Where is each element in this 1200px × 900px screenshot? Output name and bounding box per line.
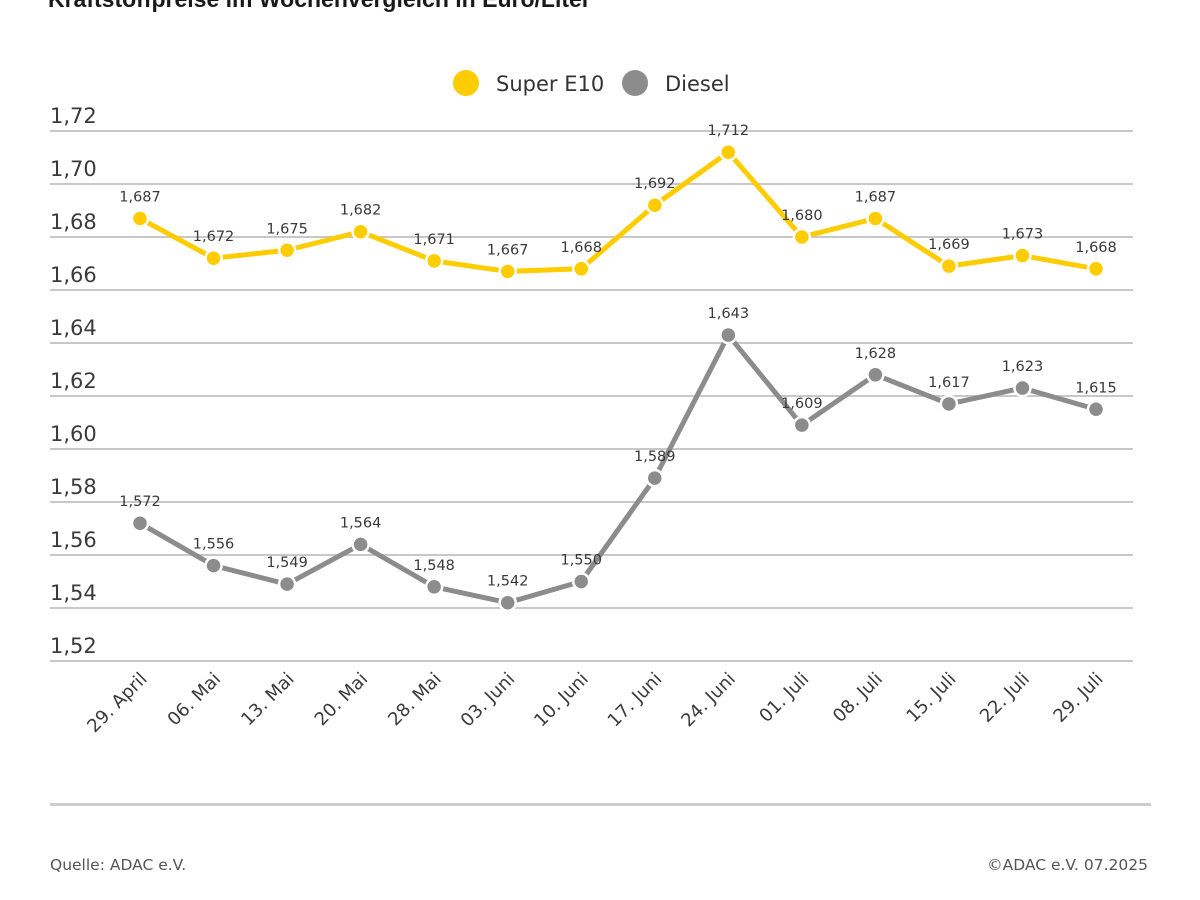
- source-note: Quelle: ADAC e.V.: [50, 856, 187, 874]
- data-label-diesel: 1,617: [928, 375, 970, 391]
- data-label-super-e10: 1,672: [193, 229, 235, 245]
- data-label-diesel: 1,589: [634, 449, 676, 465]
- legend-marker-super-e10-icon: [453, 70, 479, 96]
- data-label-diesel: 1,643: [708, 306, 750, 322]
- data-label-diesel: 1,550: [560, 553, 602, 569]
- x-tick-label: 29. Juli: [1049, 669, 1107, 727]
- x-tick-label: 13. Mai: [237, 669, 298, 730]
- x-tick-label: 08. Juli: [829, 669, 887, 727]
- y-tick-label: 1,60: [50, 422, 97, 446]
- data-label-diesel: 1,542: [487, 574, 529, 590]
- y-tick-label: 1,70: [50, 157, 97, 181]
- data-point-super-e10: [204, 248, 223, 268]
- y-tick-label: 1,68: [50, 210, 97, 234]
- legend-marker-diesel-icon: [622, 70, 648, 96]
- x-tick-label: 17. Juni: [604, 669, 667, 732]
- x-tick-label: 01. Juli: [755, 669, 813, 727]
- data-label-diesel: 1,549: [266, 555, 308, 571]
- legend: Super E10 Diesel: [453, 70, 730, 96]
- y-tick-label: 1,64: [50, 316, 97, 340]
- data-point-super-e10: [424, 251, 444, 271]
- data-point-diesel: [645, 468, 665, 488]
- data-label-diesel: 1,572: [119, 494, 161, 510]
- data-point-super-e10: [571, 259, 591, 279]
- series-line-super-e10: [138, 149, 1097, 274]
- data-point-diesel: [1013, 378, 1032, 398]
- data-point-super-e10: [939, 256, 959, 276]
- data-label-super-e10: 1,687: [855, 189, 897, 205]
- x-tick-label: 28. Mai: [384, 669, 445, 730]
- data-point-diesel: [939, 394, 959, 414]
- data-label-diesel: 1,628: [855, 346, 897, 362]
- data-label-super-e10: 1,712: [708, 123, 750, 139]
- data-point-super-e10: [130, 209, 150, 228]
- data-point-super-e10: [866, 209, 885, 228]
- data-point-super-e10: [645, 195, 665, 215]
- data-label-super-e10: 1,668: [560, 240, 602, 256]
- y-tick-label: 1,66: [50, 263, 97, 287]
- data-label-diesel: 1,609: [781, 396, 823, 412]
- legend-label-super-e10: Super E10: [496, 72, 604, 96]
- data-point-super-e10: [1013, 246, 1032, 265]
- data-point-diesel: [130, 513, 150, 533]
- data-point-super-e10: [1086, 259, 1106, 279]
- y-tick-label: 1,56: [50, 528, 97, 552]
- data-point-diesel: [719, 325, 738, 345]
- data-label-diesel: 1,556: [193, 537, 235, 553]
- y-tick-label: 1,62: [50, 369, 97, 393]
- data-label-super-e10: 1,692: [634, 176, 676, 192]
- data-point-super-e10: [277, 241, 297, 260]
- x-tick-label: 03. Juni: [457, 669, 520, 732]
- data-label-diesel: 1,615: [1075, 380, 1117, 396]
- y-axis: 1,72 1,70 1,68 1,66 1,64 1,62 1,60 1,58 1,56 1,54…: [50, 104, 97, 658]
- data-label-super-e10: 1,680: [781, 208, 823, 224]
- footer-separator: [50, 803, 1151, 806]
- y-tick-label: 1,54: [50, 581, 97, 605]
- x-tick-label: 20. Mai: [311, 669, 372, 730]
- data-point-diesel: [424, 577, 444, 597]
- series-super-e10: 1,687 1,672 1,675 1,682 1,671 1,667 1,668 1,692…: [119, 123, 1117, 281]
- data-label-super-e10: 1,667: [487, 242, 529, 258]
- data-point-diesel: [792, 415, 812, 435]
- x-tick-label: 10. Juni: [530, 669, 593, 732]
- gridlines: [50, 130, 1133, 662]
- copyright-note: ©ADAC e.V. 07.2025: [987, 856, 1148, 874]
- x-tick-label: 29. April: [83, 669, 151, 737]
- legend-label-diesel: Diesel: [665, 72, 730, 96]
- data-label-super-e10: 1,671: [413, 232, 455, 248]
- x-tick-label: 24. Juni: [677, 669, 740, 732]
- data-point-super-e10: [498, 262, 517, 281]
- x-tick-label: 06. Mai: [164, 669, 225, 730]
- data-point-diesel: [351, 535, 370, 554]
- data-point-diesel: [571, 572, 591, 591]
- x-tick-label: 15. Juli: [902, 669, 960, 727]
- data-point-diesel: [866, 365, 885, 385]
- data-label-diesel: 1,623: [1002, 359, 1044, 375]
- data-point-super-e10: [351, 222, 370, 241]
- chart-title: Kraftstoffpreise im Wochenvergleich in E…: [48, 0, 591, 13]
- data-label-super-e10: 1,669: [928, 237, 970, 253]
- series-group: 1,687 1,672 1,675 1,682 1,671 1,667 1,668 1,692…: [119, 123, 1117, 612]
- data-label-super-e10: 1,675: [266, 221, 308, 237]
- data-label-super-e10: 1,687: [119, 189, 161, 205]
- data-label-diesel: 1,548: [413, 558, 455, 574]
- data-point-diesel: [1086, 400, 1106, 419]
- data-label-super-e10: 1,673: [1002, 227, 1044, 243]
- y-tick-label: 1,52: [50, 634, 97, 658]
- series-line-diesel: [138, 332, 1097, 606]
- y-tick-label: 1,72: [50, 104, 97, 128]
- data-label-super-e10: 1,682: [340, 203, 382, 219]
- data-point-diesel: [204, 556, 223, 575]
- x-axis: 29. April 06. Mai 13. Mai 20. Mai 28. Mai 03.…: [83, 669, 1107, 737]
- x-tick-label: 22. Juli: [976, 669, 1034, 727]
- series-diesel: 1,572 1,556 1,549 1,564 1,548 1,542 1,550 1,589…: [119, 306, 1117, 612]
- data-point-super-e10: [792, 227, 812, 247]
- data-label-diesel: 1,564: [340, 515, 382, 531]
- data-point-super-e10: [719, 142, 738, 162]
- y-tick-label: 1,58: [50, 475, 97, 499]
- data-label-super-e10: 1,668: [1075, 240, 1117, 256]
- data-point-diesel: [277, 574, 297, 594]
- data-point-diesel: [498, 593, 517, 612]
